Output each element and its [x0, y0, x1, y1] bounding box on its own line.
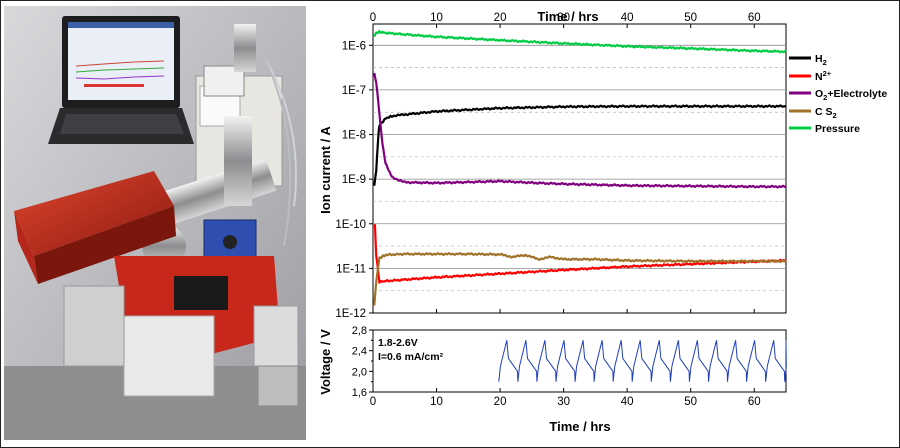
ion-gridlines: [373, 44, 786, 292]
ion-y-tick-label: 1E-11: [336, 263, 366, 275]
ion-top-axis-label: Time / hrs: [537, 9, 598, 24]
ion-y-tick-label: 1E-6: [342, 40, 366, 52]
ion-current-chart: 1E-6 1E-7 1E-8 1E-9 1E-10 1E-11 1E-12 0 10 20 30 4…: [318, 9, 887, 320]
legend-label: O2+Electrolyte: [815, 88, 887, 102]
ion-x-tick-label: 10: [430, 12, 443, 24]
volt-y-tick-label: 2,0: [352, 366, 367, 378]
volt-annotation-range: 1.8-2.6V: [378, 337, 418, 349]
mass-spectrometer-unit: [14, 171, 176, 284]
ion-y-tick-label: 1E-10: [335, 219, 366, 231]
volt-x-tick-label: 60: [748, 396, 761, 408]
series-line-h: [373, 104, 787, 186]
legend-label: C S2: [815, 106, 837, 120]
volt-y-tick-label: 2,4: [352, 346, 367, 358]
ion-legend: H2 N2+ O2+Electrolyte C S2 Pressure: [789, 53, 887, 135]
volt-x-tick-label: 50: [684, 396, 697, 408]
ion-x-tick-label: 40: [621, 12, 634, 24]
ion-x-tick-label: 30: [557, 12, 570, 24]
ion-x-tick-label: 20: [494, 12, 507, 24]
volt-x-tick-label: 0: [370, 396, 376, 408]
volt-y-tick-label: 2,8: [352, 325, 367, 337]
ion-y-ticks: 1E-6 1E-7 1E-8 1E-9 1E-10 1E-11 1E-12: [335, 40, 373, 320]
volt-x-axis-label: Time / hrs: [549, 419, 610, 434]
ion-y-axis-label: Ion current / A: [318, 126, 333, 214]
laptop: [48, 16, 194, 144]
volt-series-line: [498, 340, 787, 382]
volt-series-group: [498, 340, 787, 382]
series-line-o-electrolyte: [373, 72, 787, 189]
volt-y-tick-label: 1,6: [352, 387, 367, 399]
volt-x-tick-label: 40: [621, 396, 634, 408]
volt-x-tick-label: 30: [557, 396, 570, 408]
ion-plot-area: [372, 23, 787, 314]
series-line-c-s: [373, 252, 787, 306]
ion-x-ticks: 0 10 20 30 40 50 60: [370, 12, 761, 313]
instrument-photo: [4, 6, 306, 440]
legend-label: H2: [815, 53, 827, 67]
volt-x-tick-label: 20: [494, 396, 507, 408]
ion-y-tick-label: 1E-8: [342, 130, 366, 142]
legend-label: Pressure: [815, 123, 860, 135]
volt-x-tick-label: 10: [430, 396, 443, 408]
volt-y-ticks: 2,8 2,4 2,0 1,6: [352, 325, 373, 399]
ion-y-tick-label: 1E-9: [342, 174, 366, 186]
ion-x-tick-label: 50: [684, 12, 697, 24]
volt-annotation-current: I=0.6 mA/cm²: [378, 351, 444, 363]
ion-y-tick-label: 1E-12: [335, 308, 366, 320]
volt-y-axis-label: Voltage / V: [318, 329, 333, 395]
ion-x-tick-label: 0: [370, 12, 376, 24]
legend-label: N2+: [815, 69, 832, 83]
ion-y-tick-label: 1E-7: [342, 85, 366, 97]
voltage-chart: 2,8 2,4 2,0 1,6 0 10 20 30 40 50 60 1.8-2.6V I=0.…: [318, 325, 787, 434]
volt-plot-area: [372, 329, 787, 393]
ion-x-tick-label: 60: [748, 12, 761, 24]
ion-series-group: [373, 29, 787, 306]
series-line-pressure: [373, 29, 787, 54]
volt-x-ticks: 0 10 20 30 40 50 60: [370, 388, 761, 408]
